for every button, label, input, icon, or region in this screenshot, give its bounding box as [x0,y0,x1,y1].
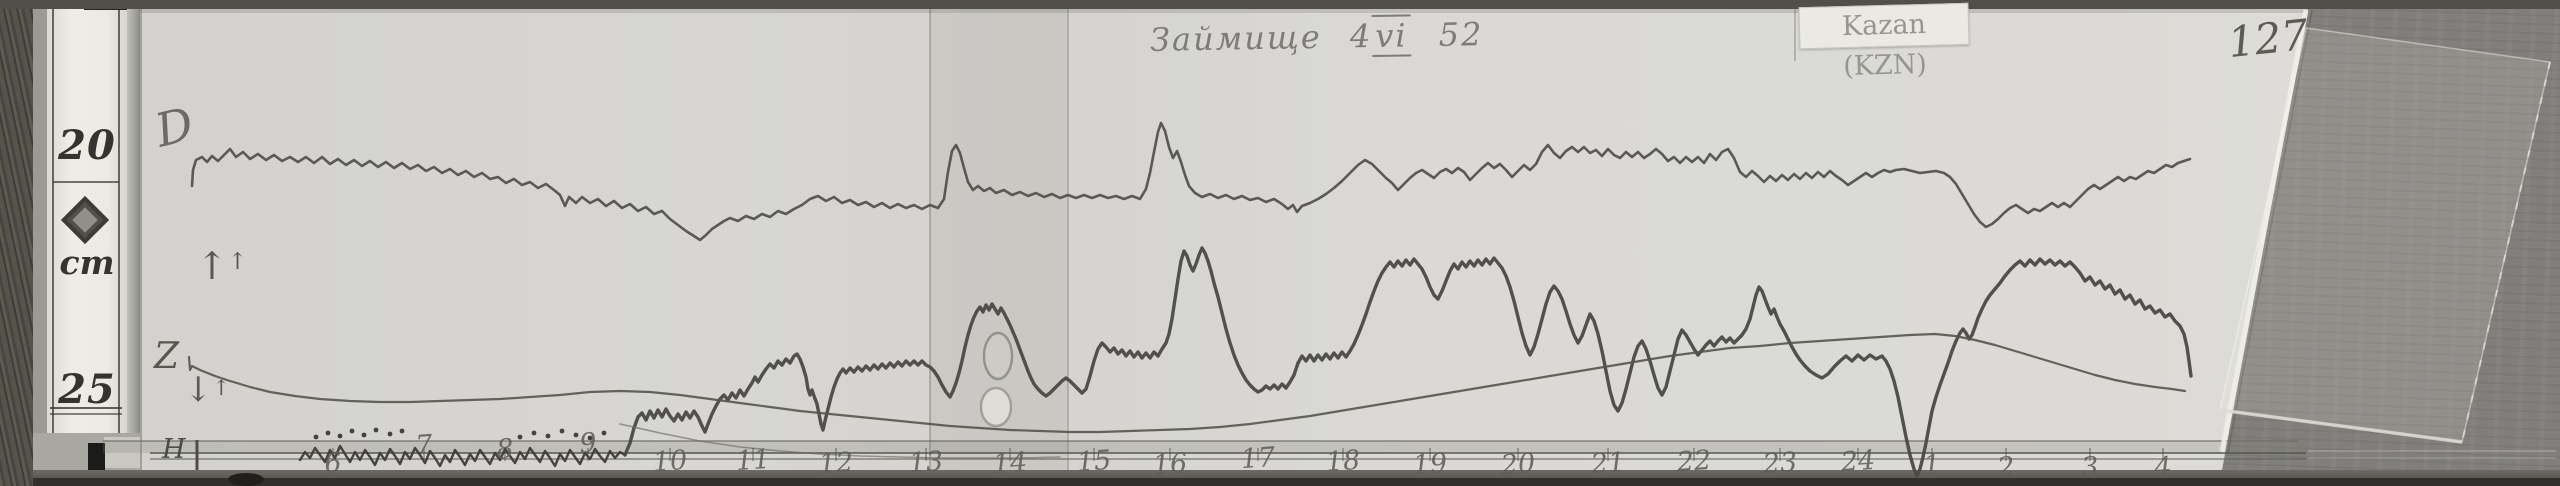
trace-dot [531,430,537,436]
trace-dot [517,434,523,440]
trace-aux-baseline [619,423,1061,459]
trace-h-quiet [298,444,627,468]
hole-mark-upper [982,331,1014,381]
trace-z [187,332,2187,434]
hole-mark-lower [979,386,1013,428]
trace-dot [573,432,579,438]
title-year: 52 [1438,15,1484,54]
down-arrow-small-icon: ↑ [212,376,231,400]
glass-sheet [2219,27,2551,443]
sheet-number: 127 [2225,9,2311,68]
ruler-bottom-line [50,407,122,409]
ruler-number-20: 20 [58,122,116,169]
paper-top-shadow [140,9,2308,13]
paper-corner-edge [2219,9,2309,453]
handwritten-title: Займище 4vi 52 [1149,14,1484,59]
trace-label-h: H [162,434,186,465]
trace-dot [559,428,565,434]
trace-dot [313,434,319,440]
trace-d [190,121,2192,242]
trace-dot [373,427,379,433]
top-edge-strip [0,0,2560,9]
glass-sheet-bottom-edge [2219,408,2463,444]
trace-dot [349,428,355,434]
table-bottom-band-dark [33,478,2560,486]
under-ruler-dark-notch [88,443,105,470]
trace-dot [325,430,331,436]
trace-dot [399,428,405,434]
title-day: 4 [1349,17,1373,56]
wooden-edge [0,0,33,486]
trace-dot [545,433,551,439]
paper-left-edge [140,9,142,470]
title-place: Займище [1149,17,1323,59]
ruler-border-left [52,0,54,433]
ruler-shadow [127,0,140,470]
trace-label-z: Z [154,336,180,377]
trace-h [623,246,2193,478]
hour-ticks [332,448,2164,461]
ruler-number-25: 25 [58,366,116,413]
up-arrows-icon: ↑↑ [196,244,247,288]
under-ruler-paper-edge [104,437,140,468]
paper-corner-shadow [2227,9,2313,453]
trace-dot [601,430,607,436]
up-arrow-big-icon: ↑ [196,244,228,288]
sheet-seam-left [929,9,931,470]
clip-blob [228,473,264,486]
ruler-border-right [118,0,120,433]
sheet-seam-short [1794,9,1796,61]
sheet-seam-right [1067,9,1069,470]
trace-dot [337,433,343,439]
trace-dot [361,432,367,438]
glass-sheet-right-edge [2461,61,2551,443]
title-month-roman: vi [1371,14,1411,58]
down-arrow-icon: ↓ [184,370,213,410]
trace-dot [587,435,593,441]
down-arrows-icon: ↓↑ [184,370,230,410]
trace-group [187,121,2193,478]
station-label-card: Kazan (KZN) [1798,2,1970,82]
up-arrow-small-icon: ↑ [227,249,248,275]
ruler-unit-cm: cm [59,243,115,282]
ruler-bottom-line-2 [50,413,122,415]
trace-dot [387,431,393,437]
time-scale-band [103,441,2299,453]
ruler-tick-line [53,181,119,183]
